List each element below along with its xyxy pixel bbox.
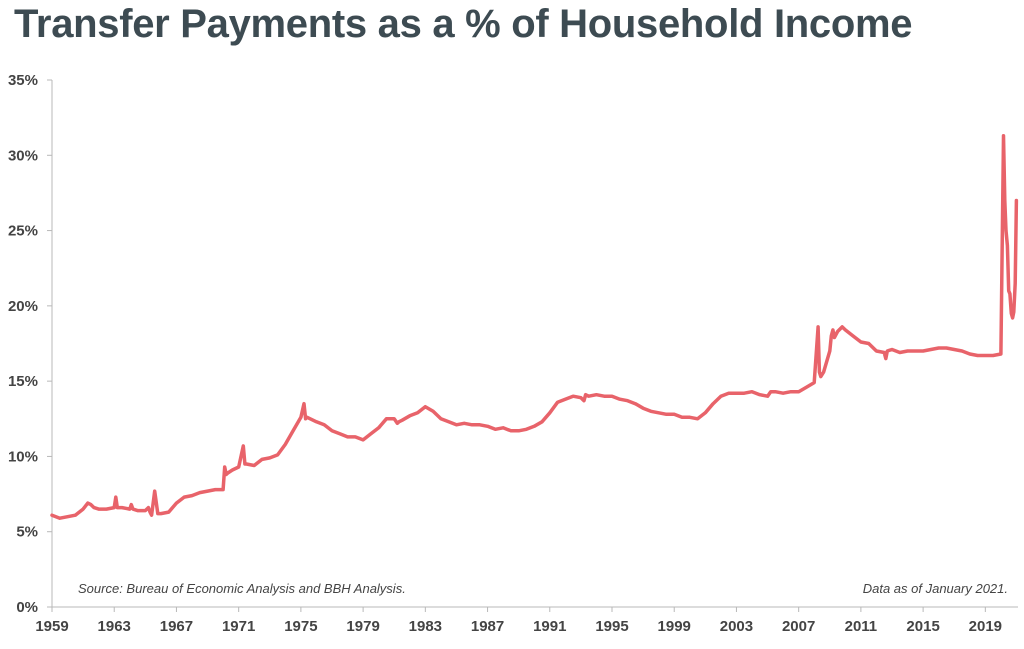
x-tick-label: 1971	[222, 618, 255, 635]
y-tick-label: 20%	[8, 298, 38, 315]
date-note: Data as of January 2021.	[863, 581, 1008, 596]
y-tick-label: 0%	[16, 599, 38, 616]
x-tick-label: 1967	[160, 618, 193, 635]
y-tick-label: 5%	[16, 524, 38, 541]
x-tick-label: 1975	[284, 618, 317, 635]
y-tick-label: 10%	[8, 448, 38, 465]
y-tick-label: 35%	[8, 72, 38, 89]
x-tick-label: 1963	[98, 618, 131, 635]
series-line	[50, 133, 1019, 520]
x-tick-label: 1979	[346, 618, 379, 635]
x-tick-label: 2019	[969, 618, 1002, 635]
x-tick-label: 2011	[845, 618, 878, 635]
x-tick-label: 2003	[720, 618, 753, 635]
x-tick-label: 1959	[35, 618, 68, 635]
y-axis: 0% 5% 10% 15% 20% 25% 30% 35%	[8, 72, 53, 616]
chart-title: Transfer Payments as a % of Household In…	[14, 2, 913, 46]
series-layer	[50, 133, 1019, 520]
y-tick-label: 15%	[8, 373, 38, 390]
x-tick-label: 1983	[409, 618, 442, 635]
x-tick-label: 1999	[658, 618, 691, 635]
x-tick-label: 2007	[782, 618, 815, 635]
source-note: Source: Bureau of Economic Analysis and …	[78, 581, 406, 596]
x-tick-label: 1991	[533, 618, 566, 635]
x-tick-label: 2015	[906, 618, 939, 635]
x-tick-label: 1995	[595, 618, 628, 635]
x-axis: 1959 1963 1967 1971 1975 1979 1983 1987 1991 1995…	[35, 606, 1018, 635]
x-tick-label: 1987	[471, 618, 504, 635]
y-tick-label: 25%	[8, 223, 38, 240]
y-tick-label: 30%	[8, 147, 38, 164]
